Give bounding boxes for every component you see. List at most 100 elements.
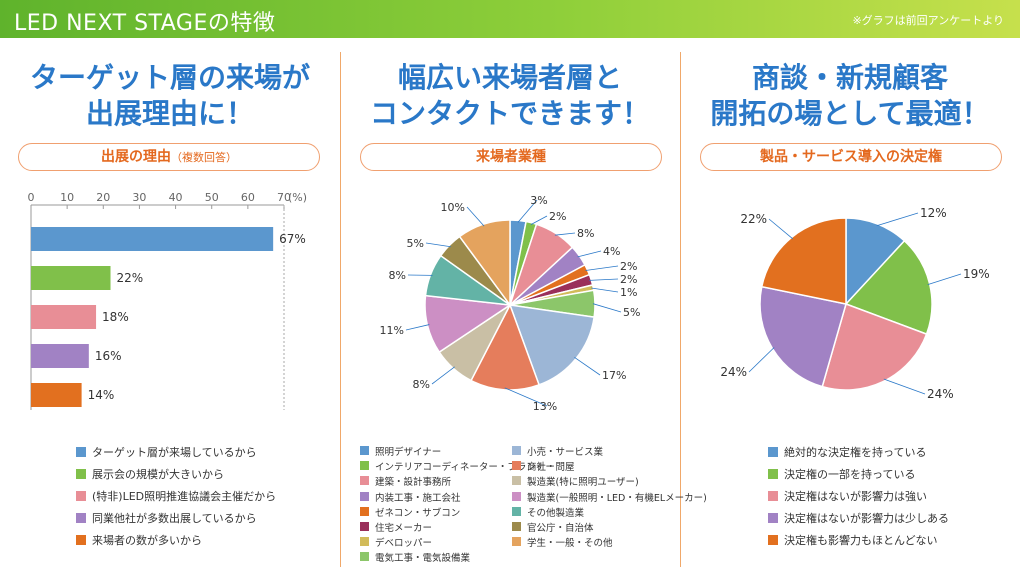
legend-swatch: [768, 469, 778, 479]
legend-swatch: [512, 521, 521, 531]
col1-pill-sub: （複数回答）: [171, 151, 237, 164]
authority-pie-chart: 12% 19% 24% 24% 22%: [720, 206, 990, 401]
legend-swatch: [76, 491, 86, 501]
source-note: ※グラフは前回アンケートより: [852, 14, 1004, 27]
legend-label: ターゲット層が来場しているから: [92, 446, 257, 459]
legend-swatch: [768, 491, 778, 501]
legend-label: 絶対的な決定権を持っている: [784, 446, 927, 459]
legend-label: 内装工事・施工会社: [375, 492, 461, 504]
pie-slice: [845, 217, 906, 306]
leader-line: [585, 265, 619, 271]
col2-section-pill: 来場者業種: [360, 143, 662, 171]
legend-swatch: [360, 491, 369, 501]
col3-section-pill: 製品・サービス導入の決定権: [700, 143, 1002, 171]
x-tick-label: 50: [205, 191, 219, 204]
legend-label: (特非)LED照明推進協議会主催だから: [92, 490, 277, 503]
leader-line: [876, 212, 919, 227]
legend-swatch: [512, 537, 521, 547]
slice-label: 2%: [620, 260, 637, 273]
legend-label: インテリアコーディネーター・プランナー: [375, 462, 555, 474]
leader-line: [405, 324, 430, 331]
column-divider: [680, 52, 681, 567]
col1-heading-line2: 出展理由に！: [85, 97, 254, 130]
slice-label: 2%: [549, 210, 566, 223]
leader-line: [592, 303, 622, 313]
bar: [31, 344, 89, 368]
legend-label: デベロッパー: [375, 538, 433, 550]
bar-value-label: 16%: [95, 349, 122, 363]
legend-swatch: [360, 461, 369, 471]
col2-heading: 幅広い来場者層と コンタクトできます！: [340, 60, 680, 132]
col1-heading: ターゲット層の来場が 出展理由に！: [0, 60, 340, 132]
slice-label: 3%: [530, 194, 547, 207]
legend-swatch: [76, 447, 86, 457]
bar: [31, 227, 274, 251]
legend-swatch: [360, 521, 369, 531]
col1-heading-line1: ターゲット層の来場が: [29, 61, 310, 94]
legend-label: 学生・一般・その他: [527, 538, 613, 550]
legend-label: ゼネコン・サブコン: [375, 507, 461, 519]
bar-value-label: 67%: [279, 232, 306, 246]
industry-pie-chart: 3%2%8%4%2%2%1%5%17%13%8%11%8%5%10%: [380, 194, 641, 413]
legend-label: 小売・サービス業: [527, 447, 604, 458]
slice-label: 11%: [380, 324, 404, 337]
slice-label: 13%: [533, 400, 557, 413]
x-tick-label: 40: [169, 191, 183, 204]
leader-line: [748, 347, 775, 373]
legend-label: 来場者の数が多いから: [92, 534, 202, 547]
legend-label: 商社・問屋: [527, 462, 575, 474]
slice-label: 17%: [602, 369, 626, 382]
x-tick-label: 30: [132, 191, 146, 204]
slice-label: 5%: [623, 306, 640, 319]
x-tick-label: 10: [60, 191, 74, 204]
slice-label: 22%: [740, 212, 767, 226]
bar-value-label: 14%: [88, 388, 115, 402]
legend-label: 同業他社が多数出展しているから: [92, 512, 257, 525]
legend-label: 展示会の規模が大きいから: [92, 468, 224, 481]
legend-swatch: [360, 506, 369, 516]
pie-slice: [458, 219, 511, 308]
legend-swatch: [360, 552, 369, 562]
legend-swatch: [76, 513, 86, 523]
col2-heading-line1: 幅広い来場者層と: [397, 61, 622, 94]
legend-label: 決定権はないが影響力は強い: [784, 490, 927, 503]
legend-label: 製造業(一般照明・LED・有機ELメーカー): [527, 492, 707, 504]
legend-label: 官公庁・自治体: [527, 522, 594, 534]
x-tick-label: 20: [96, 191, 110, 204]
legend-label: 建築・設計事務所: [375, 477, 452, 489]
leader-line: [517, 199, 538, 223]
slice-label: 4%: [603, 245, 620, 258]
legend-swatch: [360, 476, 369, 486]
legend-swatch: [360, 537, 369, 547]
col2-heading-line2: コンタクトできます！: [369, 97, 650, 130]
col3-heading-line1: 商談・新規顧客: [751, 61, 948, 94]
legend-label: 決定権はないが影響力は少しある: [784, 512, 949, 525]
legend-label: 住宅メーカー: [375, 522, 433, 534]
legend-label: 決定権も影響力もほとんどない: [784, 534, 938, 547]
legend-swatch: [76, 469, 86, 479]
legend-swatch: [512, 506, 521, 516]
slice-label: 24%: [927, 387, 954, 401]
legend-swatch: [768, 447, 778, 457]
col3-heading: 商談・新規顧客 開拓の場として最適！: [680, 60, 1020, 132]
column-divider: [340, 52, 341, 567]
slice-label: 5%: [407, 237, 424, 250]
slice-label: 2%: [620, 273, 637, 286]
slice-label: 1%: [620, 286, 637, 299]
leader-line: [554, 232, 576, 236]
bar-value-label: 22%: [117, 271, 144, 285]
pie-slice: [821, 303, 928, 391]
slice-label: 8%: [577, 227, 594, 240]
slice-label: 12%: [920, 206, 947, 220]
leader-line: [927, 273, 962, 285]
leader-line: [466, 206, 485, 227]
legend-swatch: [76, 535, 86, 545]
slice-label: 8%: [413, 378, 430, 391]
legend-label: 照明デザイナー: [375, 447, 442, 458]
x-unit-label: (%): [288, 191, 307, 204]
slice-label: 19%: [963, 267, 990, 281]
legend-swatch: [512, 491, 521, 501]
bar-value-label: 18%: [102, 310, 129, 324]
legend-swatch: [512, 446, 521, 455]
leader-line: [530, 215, 548, 226]
